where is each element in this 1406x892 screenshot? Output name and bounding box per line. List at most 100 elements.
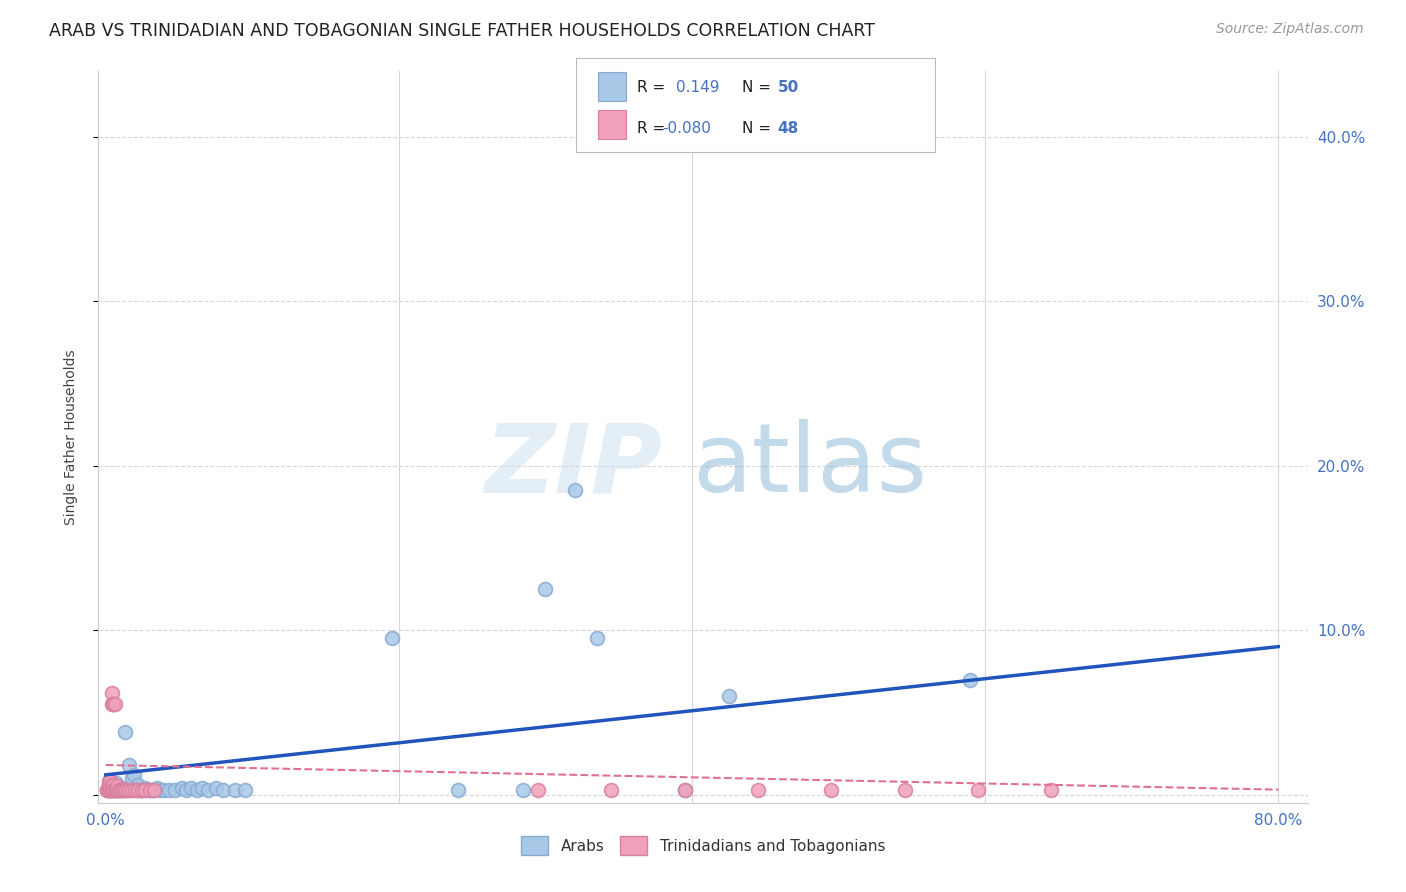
Point (121, 771, 143, 785)
Point (446, 782, 468, 797)
Point (101, 780, 124, 795)
Point (717, 689, 740, 703)
Point (96, 782, 118, 797)
Point (114, 725, 136, 739)
Point (153, 782, 176, 797)
Point (673, 782, 696, 797)
Point (134, 780, 156, 795)
Point (600, 782, 623, 797)
Point (122, 768, 145, 782)
Point (97, 780, 120, 794)
Point (141, 782, 163, 797)
Text: 48: 48 (778, 121, 799, 136)
Point (163, 782, 186, 797)
Point (111, 782, 134, 797)
Point (103, 782, 125, 797)
Point (110, 782, 132, 797)
Point (673, 782, 696, 797)
Text: 0.149: 0.149 (676, 80, 720, 95)
Point (101, 697, 124, 711)
Text: -0.080: -0.080 (662, 121, 711, 136)
Point (100, 782, 122, 797)
Text: R =: R = (637, 121, 671, 136)
Point (97, 774, 120, 789)
Point (98, 782, 121, 797)
Point (380, 632, 402, 646)
Point (107, 782, 129, 797)
Point (127, 782, 149, 797)
Point (118, 782, 141, 797)
Point (534, 582, 557, 596)
Point (959, 673, 981, 687)
Point (98, 774, 121, 789)
Point (98, 782, 121, 797)
Point (212, 782, 235, 797)
Point (233, 782, 256, 797)
Point (186, 782, 208, 797)
Y-axis label: Single Father Households: Single Father Households (63, 350, 77, 524)
Point (197, 782, 219, 797)
Point (100, 697, 122, 711)
Point (136, 782, 159, 797)
Point (97, 778, 120, 792)
Point (101, 782, 124, 797)
Point (111, 782, 134, 797)
Point (97, 778, 120, 792)
Point (146, 780, 169, 795)
Point (98, 780, 121, 794)
Point (127, 778, 149, 792)
Point (100, 778, 122, 792)
Text: atlas: atlas (692, 419, 927, 512)
Point (966, 782, 988, 797)
Point (180, 780, 202, 795)
Point (98, 780, 121, 794)
Text: 50: 50 (778, 80, 799, 95)
Point (129, 782, 152, 797)
Point (101, 778, 124, 792)
Point (108, 782, 131, 797)
Point (97, 782, 120, 797)
Point (121, 782, 143, 797)
Point (124, 782, 146, 797)
Point (110, 782, 132, 797)
Point (118, 758, 141, 772)
Point (224, 782, 246, 797)
Point (105, 782, 128, 797)
Point (893, 782, 915, 797)
Point (101, 782, 124, 797)
Point (100, 686, 122, 700)
Point (149, 782, 172, 797)
Point (103, 697, 125, 711)
Point (143, 782, 166, 797)
Point (96, 782, 118, 797)
Point (98, 782, 121, 797)
Point (131, 782, 153, 797)
Point (1040, 782, 1063, 797)
Point (112, 782, 135, 797)
Text: N =: N = (742, 121, 776, 136)
Point (112, 780, 135, 795)
Point (747, 782, 769, 797)
Point (170, 780, 193, 795)
Text: R =: R = (637, 80, 671, 95)
Text: ZIP: ZIP (485, 419, 662, 512)
Point (114, 782, 136, 797)
Point (103, 780, 125, 794)
Point (101, 697, 124, 711)
Point (100, 782, 122, 797)
Point (191, 780, 214, 795)
Point (105, 782, 128, 797)
Point (512, 782, 534, 797)
Point (108, 782, 131, 797)
Point (585, 632, 607, 646)
Point (138, 782, 160, 797)
Text: N =: N = (742, 80, 776, 95)
Point (107, 780, 129, 794)
Point (564, 483, 586, 498)
Point (143, 782, 166, 797)
Point (204, 780, 226, 795)
Text: Source: ZipAtlas.com: Source: ZipAtlas.com (1216, 22, 1364, 37)
Point (157, 782, 180, 797)
Point (107, 782, 129, 797)
Text: ARAB VS TRINIDADIAN AND TOBAGONIAN SINGLE FATHER HOUSEHOLDS CORRELATION CHART: ARAB VS TRINIDADIAN AND TOBAGONIAN SINGL… (49, 22, 875, 40)
